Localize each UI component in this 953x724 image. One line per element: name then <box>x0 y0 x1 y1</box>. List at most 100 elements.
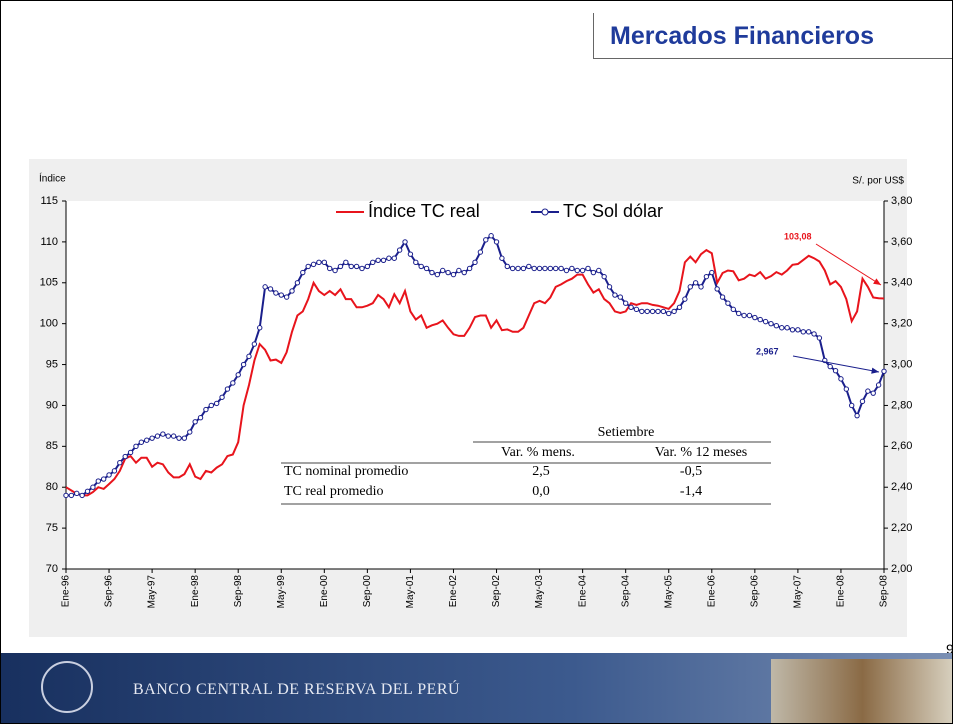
y-tick-label: 90 <box>46 399 58 411</box>
series-marker <box>477 249 484 255</box>
table-cell: TC nominal promedio <box>284 464 408 479</box>
x-tick-label: Ene-08 <box>836 575 847 608</box>
series-marker <box>553 265 559 272</box>
series-marker <box>305 263 311 270</box>
series-marker <box>714 286 720 292</box>
series-marker <box>682 296 688 302</box>
series-marker <box>434 271 441 278</box>
series-marker <box>757 316 763 323</box>
series-marker <box>574 267 580 274</box>
summary-table: Setiembre Var. % mens. Var. % 12 meses T… <box>281 425 771 505</box>
annotation-arrow <box>815 243 882 286</box>
series-marker <box>709 269 715 276</box>
plot-area <box>66 201 884 569</box>
series-marker <box>181 435 188 441</box>
series-marker <box>100 476 107 482</box>
series-marker <box>353 263 360 270</box>
series-marker <box>316 259 322 266</box>
x-tick-label: Sep-02 <box>491 575 502 608</box>
series-marker <box>208 402 215 409</box>
y2-tick-label: 2,60 <box>891 440 912 452</box>
series-marker <box>596 267 602 274</box>
series-marker <box>310 261 317 268</box>
series-marker <box>558 265 564 272</box>
series-marker <box>859 398 866 405</box>
series-marker <box>466 265 473 272</box>
table-cell: -0,5 <box>680 464 702 479</box>
page-number: 9 <box>946 641 952 657</box>
series-marker <box>79 492 85 499</box>
series-marker <box>192 419 198 425</box>
series-marker <box>289 288 295 294</box>
series-marker <box>472 259 478 266</box>
x-tick-label: Sep-96 <box>104 575 115 608</box>
series-marker <box>407 251 414 257</box>
series-marker <box>800 329 806 335</box>
series-marker <box>251 341 258 347</box>
series-marker <box>343 259 349 266</box>
table-cell: TC real promedio <box>284 484 384 499</box>
table-cell: -1,4 <box>680 484 702 499</box>
series-marker <box>827 363 833 370</box>
series-marker <box>569 265 575 272</box>
annotation-arrowhead <box>873 278 881 285</box>
series-marker <box>450 271 457 278</box>
series-marker <box>816 335 823 341</box>
series-marker <box>832 367 839 374</box>
series-marker <box>111 468 118 474</box>
y2-tick-label: 2,80 <box>891 399 912 411</box>
series-marker <box>488 233 494 239</box>
series-marker <box>730 306 737 313</box>
series-marker <box>154 433 161 439</box>
series-marker <box>660 308 667 315</box>
series-marker <box>752 314 758 321</box>
series-marker <box>768 320 774 327</box>
series-marker <box>149 435 155 441</box>
series-marker <box>170 433 177 439</box>
series-marker <box>68 492 75 499</box>
series-marker <box>262 284 268 290</box>
series-marker <box>483 237 489 243</box>
y2-tick-label: 3,00 <box>891 358 912 370</box>
series-marker <box>843 386 850 392</box>
series-marker <box>547 265 554 272</box>
series-marker <box>364 263 371 270</box>
series-marker <box>348 263 354 270</box>
series-marker <box>257 325 263 331</box>
series-marker <box>127 449 134 456</box>
series-marker <box>590 269 597 276</box>
series-marker <box>762 318 769 325</box>
series-marker <box>633 306 640 313</box>
series-marker <box>246 353 252 360</box>
footer-banner: BANCO CENTRAL DE RESERVA DEL PERÚ <box>1 653 952 723</box>
series-marker <box>440 267 446 274</box>
logo <box>41 661 93 713</box>
series-marker <box>639 308 645 315</box>
series-marker <box>579 267 586 274</box>
x-tick-label: Ene-04 <box>577 575 588 608</box>
series-marker <box>601 273 607 280</box>
series-marker <box>63 492 69 499</box>
legend-marker <box>541 208 549 216</box>
series-marker <box>617 294 624 300</box>
series-marker <box>117 459 123 466</box>
series-marker <box>294 280 301 286</box>
series-marker <box>176 435 182 441</box>
series-marker <box>504 263 510 270</box>
series-marker <box>160 431 166 437</box>
building-photo <box>771 659 952 723</box>
series-marker <box>838 376 844 382</box>
series-marker <box>493 239 500 245</box>
series-marker <box>133 443 139 450</box>
series-marker <box>531 265 537 272</box>
series-marker <box>687 284 693 290</box>
series-marker <box>95 478 101 484</box>
y-tick-label: 100 <box>40 318 58 330</box>
y2-tick-label: 3,20 <box>891 318 912 330</box>
series-marker <box>870 390 876 396</box>
legend-label: Índice TC real <box>368 201 480 221</box>
series-marker <box>563 267 570 274</box>
table-header: Var. % mens. <box>501 445 575 460</box>
series-marker <box>671 308 677 315</box>
